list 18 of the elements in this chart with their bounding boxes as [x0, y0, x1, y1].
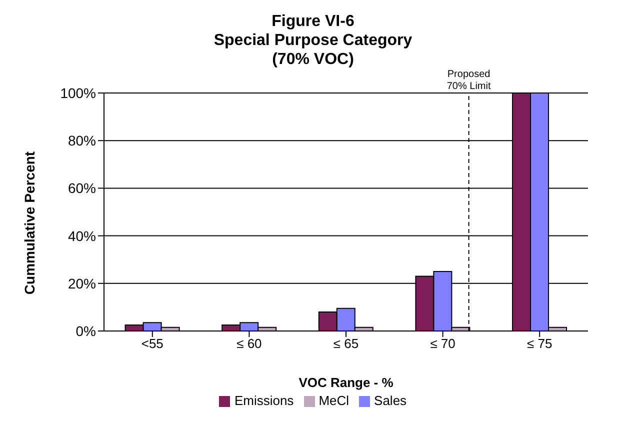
legend-label: Emissions — [234, 393, 294, 408]
y-tick-label: 0% — [76, 322, 96, 339]
x-tick-label: ≤ 70 — [430, 336, 456, 352]
y-tick-label: 100% — [60, 84, 96, 101]
x-axis-title: VOC Range - % — [298, 375, 394, 390]
x-tick-label: ≤ 75 — [526, 336, 552, 352]
y-tick-label: 20% — [68, 275, 96, 292]
legend-label: MeCl — [318, 393, 350, 408]
legend-label: Sales — [374, 393, 407, 408]
x-tick-label: ≤ 60 — [236, 336, 262, 352]
y-tick-label: 60% — [68, 180, 96, 196]
x-tick-label: ≤ 65 — [333, 336, 359, 352]
y-tick-label: 40% — [68, 228, 96, 244]
y-tick-label: 80% — [68, 132, 96, 149]
ref-line-label: Proposed 70% Limit — [446, 69, 491, 92]
y-axis-title: Cummulative Percent — [22, 151, 38, 295]
x-tick-label: <55 — [141, 336, 164, 352]
chart-title: Figure VI-6 Special Purpose Category (70% VOC) — [212, 12, 414, 69]
